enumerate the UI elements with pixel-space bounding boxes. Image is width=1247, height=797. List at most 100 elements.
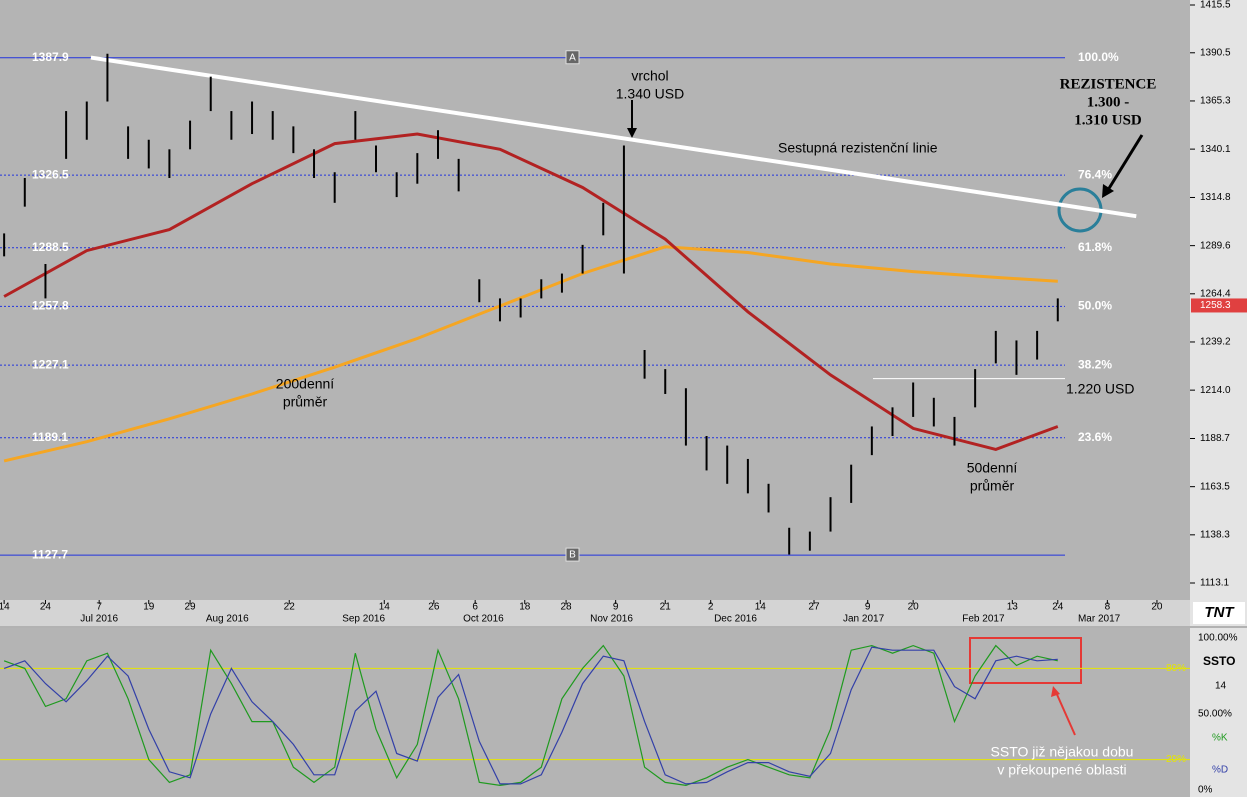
y-tick-label: 1214.0 <box>1200 385 1231 396</box>
month-label: Feb 2017 <box>962 614 1005 625</box>
y-tick-label: 1188.7 <box>1200 433 1230 444</box>
oscillator-line <box>3 646 1058 785</box>
osc-annotation: v překoupené oblasti <box>997 762 1126 778</box>
support-label: 1.220 USD <box>1066 380 1134 396</box>
fib-ratio-label: 100.0% <box>1078 50 1119 64</box>
trendline-label: Sestupná rezistenční linie <box>778 140 938 156</box>
y-tick-label: 1138.3 <box>1200 529 1230 540</box>
fib-ratio-label: 38.2% <box>1078 357 1112 371</box>
month-label: Mar 2017 <box>1078 614 1121 625</box>
month-label: Sep 2016 <box>342 614 385 625</box>
x-tick-label: 24 <box>40 602 52 613</box>
price-panel <box>0 0 1190 600</box>
y-tick-label: 1239.2 <box>1200 337 1231 348</box>
moving-average <box>3 132 1059 451</box>
y-axis-strip <box>1190 0 1247 626</box>
fib-price-label: 1326.5 <box>32 167 69 181</box>
anchor-box <box>565 547 580 562</box>
anchor-label: A <box>569 52 576 63</box>
oscillator-panel <box>0 628 1190 797</box>
x-tick-label: 20 <box>1151 602 1163 613</box>
x-tick-label: 9 <box>613 602 619 613</box>
x-tick-label: 27 <box>808 602 820 613</box>
osc-tick-label: 100.00% <box>1198 633 1238 644</box>
x-axis-strip <box>0 600 1190 626</box>
fib-price-label: 1288.5 <box>32 240 69 254</box>
peak-label: vrchol <box>631 68 668 84</box>
x-tick-label: 29 <box>185 602 197 613</box>
x-tick-label: 14 <box>0 602 10 613</box>
osc-tick-label: 80% <box>1166 663 1186 674</box>
y-tick-label: 1289.6 <box>1200 240 1231 251</box>
x-tick-label: 22 <box>284 602 296 613</box>
fib-ratio-label: 61.8% <box>1078 240 1112 254</box>
month-label: Dec 2016 <box>714 614 757 625</box>
anchor-label: B <box>569 550 576 561</box>
fib-ratio-label: 50.0% <box>1078 299 1112 313</box>
month-label: Jul 2016 <box>80 614 118 625</box>
y-tick-label: 1264.4 <box>1200 288 1231 299</box>
osc-tick-label: 50.00% <box>1198 709 1232 720</box>
month-label: Jan 2017 <box>843 614 885 625</box>
resistance-arrow <box>1106 134 1144 191</box>
fib-ratio-label: 23.6% <box>1078 430 1112 444</box>
y-tick-label: 1365.3 <box>1200 96 1231 107</box>
osc-annotation: SSTO již nějakou dobu <box>991 744 1134 760</box>
y-tick-label: 1340.1 <box>1200 144 1231 155</box>
arrow-head <box>1051 686 1060 697</box>
legend-entry: %K <box>1212 733 1228 744</box>
last-price-box <box>1191 298 1247 313</box>
resistance-label: REZISTENCE <box>1060 76 1157 92</box>
y-tick-label: 1390.5 <box>1200 47 1231 58</box>
legend-entry: %D <box>1212 765 1228 776</box>
month-label: Nov 2016 <box>590 614 633 625</box>
ma-label: průměr <box>283 394 328 410</box>
x-tick-label: 6 <box>472 602 478 613</box>
arrow-head <box>1102 184 1114 198</box>
x-tick-label: 24 <box>1052 602 1064 613</box>
y-tick-label: 1415.5 <box>1200 0 1231 11</box>
ma-label: 200denní <box>276 376 335 392</box>
peak-label: 1.340 USD <box>616 86 684 102</box>
ma-label: 50denní <box>967 460 1018 476</box>
x-tick-label: 14 <box>755 602 767 613</box>
logo-box <box>1193 602 1245 624</box>
fib-price-label: 1227.1 <box>32 357 69 371</box>
ma-label: průměr <box>970 478 1015 494</box>
osc-tick-label: 0% <box>1198 785 1213 796</box>
osc-tick-label: 20% <box>1166 754 1186 765</box>
oscillator-line <box>3 644 1058 787</box>
x-tick-label: 13 <box>1007 602 1019 613</box>
x-tick-label: 2 <box>708 602 714 613</box>
month-label: Oct 2016 <box>463 614 504 625</box>
x-tick-label: 21 <box>660 602 672 613</box>
anchor-box <box>565 50 580 65</box>
resistance-label: 1.300 - <box>1087 94 1130 110</box>
osc-title: SSTO <box>1203 654 1235 668</box>
x-tick-label: 14 <box>379 602 391 613</box>
x-tick-label: 18 <box>519 602 531 613</box>
highlight-box <box>969 637 1082 684</box>
y-tick-label: 1113.1 <box>1200 578 1230 589</box>
last-price: 1258.3 <box>1200 300 1231 311</box>
logo: TNT <box>1204 604 1235 621</box>
x-tick-label: 20 <box>908 602 920 613</box>
x-tick-label: 28 <box>561 602 573 613</box>
fib-price-label: 1387.9 <box>32 50 69 64</box>
fib-ratio-label: 76.4% <box>1078 167 1112 181</box>
x-tick-label: 8 <box>1105 602 1111 613</box>
y-tick-label: 1314.8 <box>1200 192 1231 203</box>
x-tick-label: 26 <box>428 602 440 613</box>
month-label: Aug 2016 <box>206 614 249 625</box>
trendline <box>90 55 1137 219</box>
annotation-arrow <box>1054 689 1076 736</box>
resistance-label: 1.310 USD <box>1074 112 1142 128</box>
x-tick-label: 19 <box>143 602 155 613</box>
arrow-head <box>627 128 637 138</box>
osc-period: 14 <box>1215 681 1227 692</box>
fib-price-label: 1127.7 <box>32 547 68 561</box>
y-tick-label: 1163.5 <box>1200 481 1230 492</box>
oscillator-axis <box>1190 628 1247 797</box>
fib-price-label: 1189.1 <box>32 430 68 444</box>
